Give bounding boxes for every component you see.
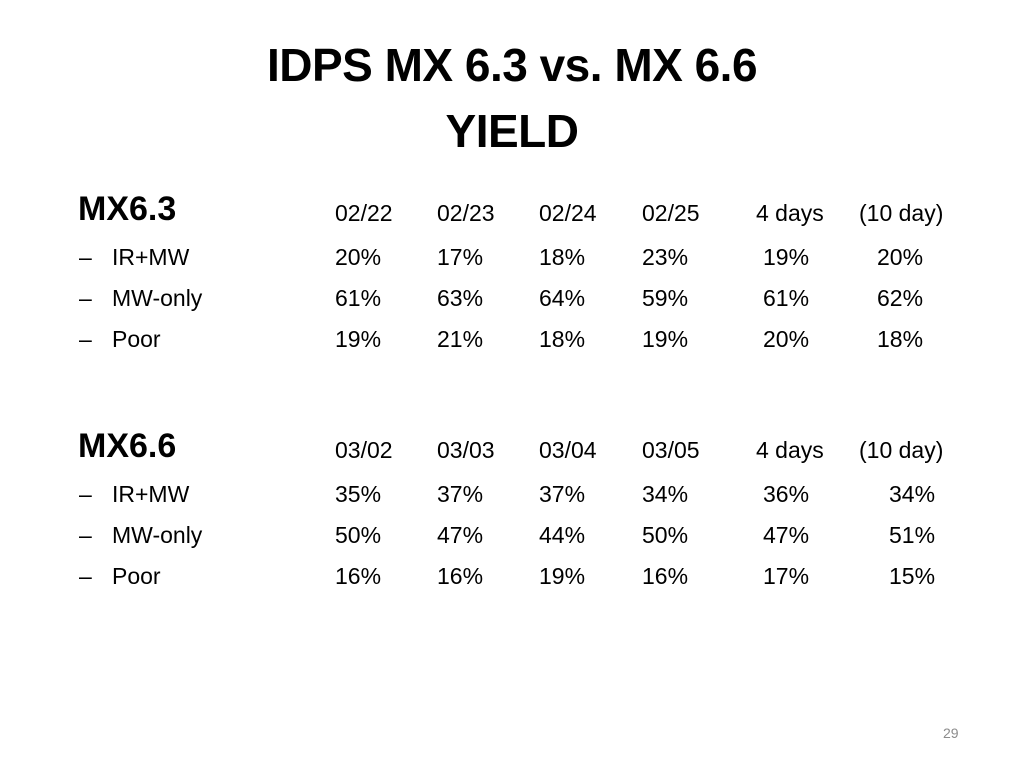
table-cell: 47%: [763, 522, 810, 548]
row-label: IR+MW: [112, 244, 190, 270]
bullet-dash: –: [79, 244, 92, 270]
table-cell: 61%: [763, 285, 810, 311]
header-row: MX6.6 03/02 03/03 03/04 03/05 4 days (10…: [0, 427, 1024, 465]
table-cell: 37%: [539, 481, 586, 507]
table-cell: 19%: [642, 326, 689, 352]
bullet-dash: –: [79, 563, 92, 589]
slide-title-line-2: YIELD: [445, 105, 579, 157]
table-cell: 63%: [437, 285, 484, 311]
bullet-dash: –: [79, 326, 92, 352]
table-row: – Poor 16% 16% 19% 16% 17% 15%: [0, 565, 1024, 599]
table-row: – MW-only 61% 63% 64% 59% 61% 62%: [0, 287, 1024, 321]
table-cell: 59%: [642, 285, 689, 311]
column-header: (10 day): [859, 437, 944, 463]
row-label: MW-only: [112, 522, 203, 548]
column-header: (10 day): [859, 200, 944, 226]
slide-title-line-1: IDPS MX 6.3 vs. MX 6.6: [266, 39, 758, 91]
table-cell: 34%: [642, 481, 689, 507]
row-label: MW-only: [112, 285, 203, 311]
table-cell: 18%: [539, 244, 586, 270]
table-cell: 19%: [763, 244, 810, 270]
table-cell: 21%: [437, 326, 484, 352]
column-header: 02/24: [539, 200, 597, 226]
section-heading: MX6.6: [78, 427, 177, 465]
table-cell: 36%: [763, 481, 810, 507]
section-heading: MX6.3: [78, 190, 177, 228]
table-row: – MW-only 50% 47% 44% 50% 47% 51%: [0, 524, 1024, 558]
bullet-dash: –: [79, 522, 92, 548]
row-label: Poor: [112, 563, 161, 589]
header-row: MX6.3 02/22 02/23 02/24 02/25 4 days (10…: [0, 190, 1024, 228]
table-cell: 20%: [877, 244, 924, 270]
page-number: 29: [943, 725, 959, 741]
table-cell: 34%: [889, 481, 936, 507]
table-cell: 44%: [539, 522, 586, 548]
table-cell: 20%: [763, 326, 810, 352]
table-cell: 64%: [539, 285, 586, 311]
column-header: 02/25: [642, 200, 700, 226]
table-cell: 18%: [539, 326, 586, 352]
column-header: 02/22: [335, 200, 393, 226]
table-cell: 17%: [763, 563, 810, 589]
table-cell: 23%: [642, 244, 689, 270]
table-cell: 37%: [437, 481, 484, 507]
column-header: 03/03: [437, 437, 495, 463]
table-cell: 47%: [437, 522, 484, 548]
table-cell: 16%: [335, 563, 382, 589]
table-cell: 51%: [889, 522, 936, 548]
table-cell: 16%: [437, 563, 484, 589]
table-cell: 15%: [889, 563, 936, 589]
row-label: IR+MW: [112, 481, 190, 507]
bullet-dash: –: [79, 285, 92, 311]
table-cell: 62%: [877, 285, 924, 311]
table-row: – IR+MW 35% 37% 37% 34% 36% 34%: [0, 483, 1024, 517]
column-header: 03/02: [335, 437, 393, 463]
table-cell: 50%: [335, 522, 382, 548]
table-cell: 20%: [335, 244, 382, 270]
column-header: 4 days: [756, 200, 824, 226]
table-row: – IR+MW 20% 17% 18% 23% 19% 20%: [0, 246, 1024, 280]
column-header: 03/05: [642, 437, 700, 463]
table-cell: 50%: [642, 522, 689, 548]
table-row: – Poor 19% 21% 18% 19% 20% 18%: [0, 328, 1024, 362]
table-cell: 16%: [642, 563, 689, 589]
column-header: 03/04: [539, 437, 597, 463]
table-cell: 17%: [437, 244, 484, 270]
table-cell: 18%: [877, 326, 924, 352]
bullet-dash: –: [79, 481, 92, 507]
table-cell: 19%: [335, 326, 382, 352]
column-header: 4 days: [756, 437, 824, 463]
table-cell: 35%: [335, 481, 382, 507]
table-cell: 19%: [539, 563, 586, 589]
column-header: 02/23: [437, 200, 495, 226]
table-cell: 61%: [335, 285, 382, 311]
row-label: Poor: [112, 326, 161, 352]
